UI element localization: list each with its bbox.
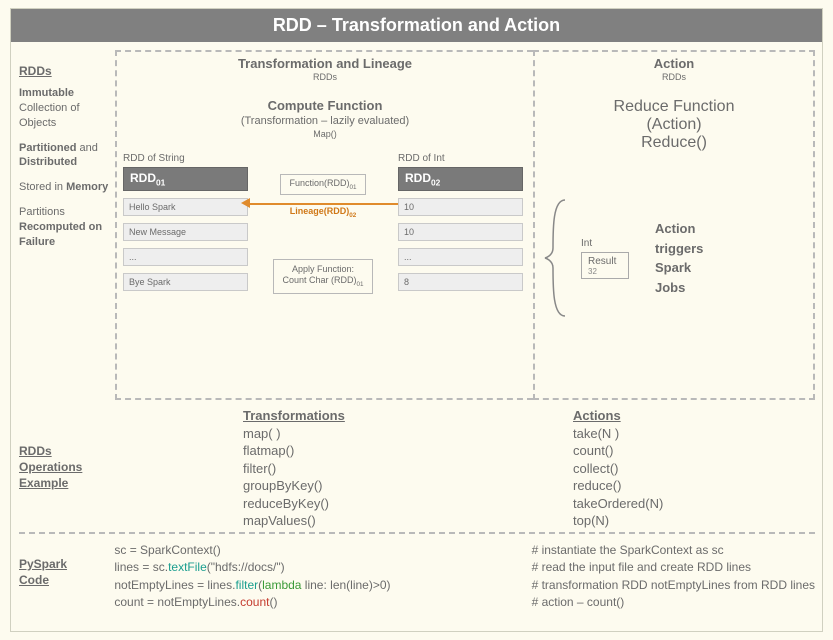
prop-memory: Stored in Memory (19, 180, 111, 195)
curly-brace-icon (543, 198, 571, 318)
apply-function-box: Apply Function: Count Char (RDD)01 (273, 259, 372, 295)
result-type-label: Int (581, 238, 629, 249)
reduce-sub2: Reduce() (541, 134, 807, 152)
slide-body: RDDs Immutable Collection of Objects Par… (11, 42, 822, 630)
prop-immutable: Immutable Collection of Objects (19, 86, 111, 131)
rdd01-label: RDD of String (123, 153, 248, 164)
lineage-label: Lineage(RDD)02 (248, 206, 398, 219)
rdd02-cell: 8 (398, 273, 523, 291)
pyspark-comments: # instantiate the SparkContext as sc# re… (532, 542, 815, 612)
rdd02-head: RDD02 (398, 167, 523, 191)
result-title: Result (588, 256, 622, 267)
arrow-line (248, 203, 398, 205)
op-item: groupByKey() (243, 477, 483, 495)
actions-list: Actions take(N ) count() collect() reduc… (573, 407, 663, 530)
pyspark-label: PySparkCode (19, 542, 114, 612)
result-value: 32 (588, 267, 622, 276)
op-item: mapValues() (243, 512, 483, 530)
rdd02-cell: 10 (398, 223, 523, 241)
compute-heading: Compute Function (123, 98, 527, 113)
rdd02-cell: ... (398, 248, 523, 266)
reduce-sub1: (Action) (541, 116, 807, 134)
rdd01-cell: Bye Spark (123, 273, 248, 291)
rdd01-head: RDD01 (123, 167, 248, 191)
slide-title: RDD – Transformation and Action (11, 9, 822, 42)
transformation-panel: Transformation and Lineage RDDs Compute … (115, 50, 533, 400)
op-item: take(N ) (573, 425, 663, 443)
panels-row: Transformation and Lineage RDDs Compute … (115, 50, 815, 400)
operations-row: RDDsOperationsExample Transformations ma… (19, 407, 815, 530)
sidebar-header: RDDs (19, 64, 111, 78)
section-divider (19, 532, 815, 534)
transform-panel-subtitle: RDDs (123, 72, 527, 82)
transform-panel-title: Transformation and Lineage (123, 56, 527, 71)
reduce-heading: Reduce Function (541, 98, 807, 116)
apply-line2: Count Char (RDD)01 (282, 275, 363, 289)
result-box: Result 32 (581, 252, 629, 279)
compute-function-block: Compute Function (Transformation – lazil… (123, 98, 527, 139)
prop-recompute: Partitions Recomputed on Failure (19, 205, 111, 250)
op-item: filter() (243, 460, 483, 478)
rdd-properties-sidebar: RDDs Immutable Collection of Objects Par… (19, 64, 111, 260)
action-triggers-text: Action triggers Spark Jobs (655, 219, 703, 297)
lineage-column: Function(RDD)01 Lineage(RDD)02 Apply Fun… (248, 153, 398, 294)
rdd01-cell: New Message (123, 223, 248, 241)
op-item: top(N) (573, 512, 663, 530)
pyspark-row: PySparkCode sc = SparkContext()lines = s… (19, 542, 815, 612)
rdd02-label: RDD of Int (398, 153, 523, 164)
op-item: takeOrdered(N) (573, 495, 663, 513)
op-item: reduce() (573, 477, 663, 495)
rdd01-cell: Hello Spark (123, 198, 248, 216)
rdd01-column: RDD of String RDD01 Hello Spark New Mess… (123, 153, 248, 294)
op-item: flatmap() (243, 442, 483, 460)
function-box: Function(RDD)01 (280, 174, 365, 195)
op-item: collect() (573, 460, 663, 478)
op-item: map( ) (243, 425, 483, 443)
action-panel-subtitle: RDDs (541, 72, 807, 82)
lineage-arrow: Lineage(RDD)02 (248, 197, 398, 217)
pyspark-code: sc = SparkContext()lines = sc.textFile("… (114, 542, 531, 612)
apply-line1: Apply Function: (282, 264, 363, 276)
action-panel-title: Action (541, 56, 807, 71)
slide-frame: RDD – Transformation and Action RDDs Imm… (10, 8, 823, 632)
op-item: reduceByKey() (243, 495, 483, 513)
operations-label: RDDsOperationsExample (19, 407, 115, 530)
transformations-list: Transformations map( ) flatmap() filter(… (243, 407, 483, 530)
actions-header: Actions (573, 407, 663, 425)
compute-sub1: (Transformation – lazily evaluated) (123, 115, 527, 127)
rdd02-cell: 10 (398, 198, 523, 216)
rdd01-cell: ... (123, 248, 248, 266)
prop-partitioned: Partitioned and Distributed (19, 141, 111, 171)
reduce-function-block: Reduce Function (Action) Reduce() (541, 98, 807, 152)
rdd02-column: RDD of Int RDD02 10 10 ... 8 (398, 153, 523, 294)
rdd-columns: RDD of String RDD01 Hello Spark New Mess… (123, 153, 527, 294)
transformations-header: Transformations (243, 407, 483, 425)
action-panel: Action RDDs Reduce Function (Action) Red… (533, 50, 815, 400)
op-item: count() (573, 442, 663, 460)
action-result-row: Int Result 32 Action triggers Spark Jobs (541, 198, 807, 318)
result-column: Int Result 32 (581, 238, 629, 279)
compute-sub2: Map() (123, 129, 527, 139)
